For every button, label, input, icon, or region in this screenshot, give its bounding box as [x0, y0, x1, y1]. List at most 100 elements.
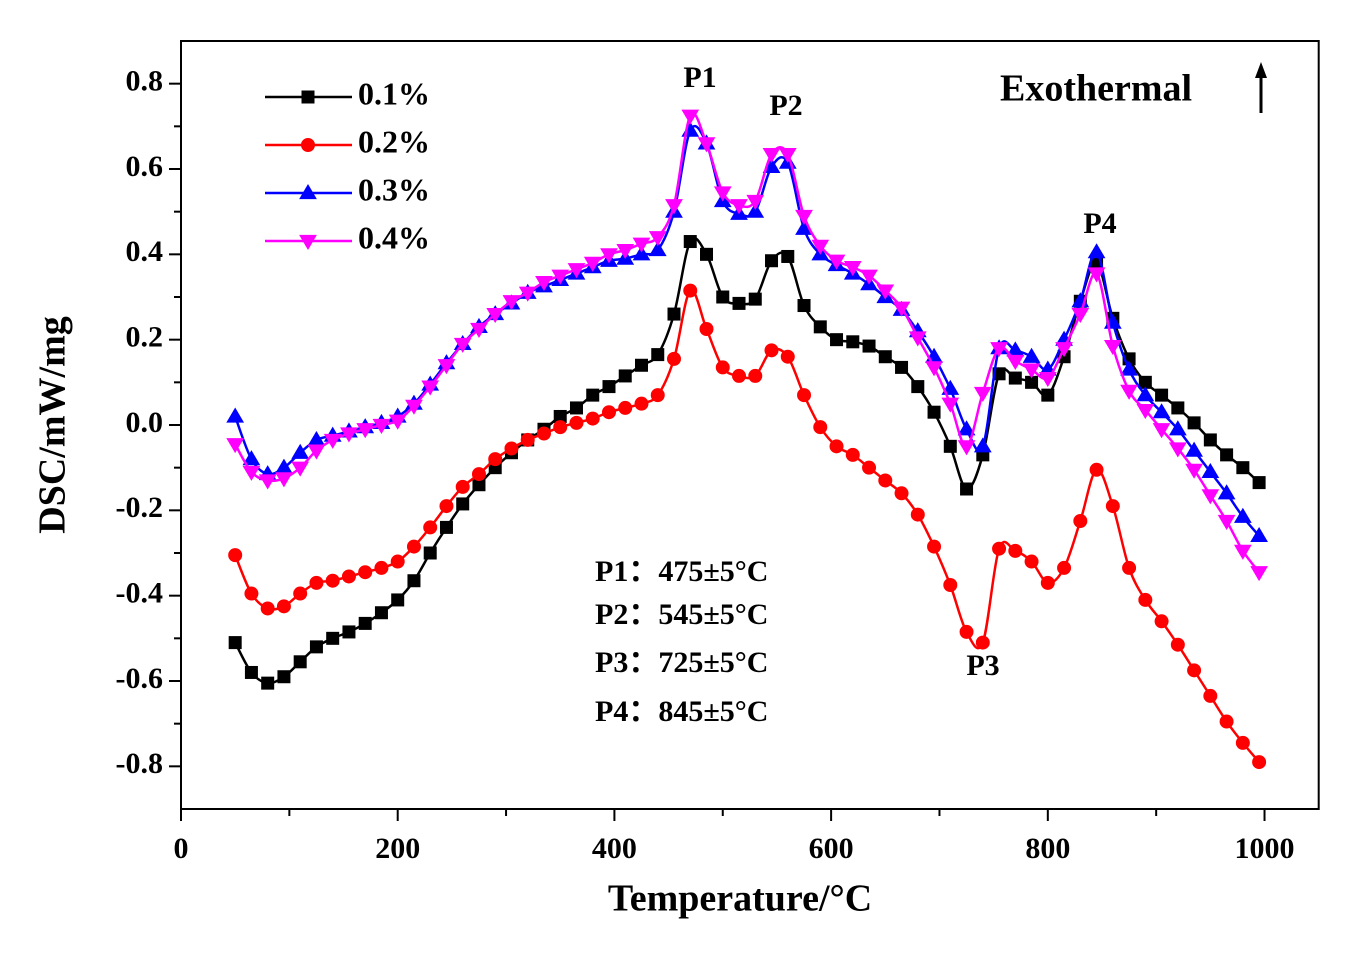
marker	[634, 396, 649, 411]
marker	[276, 599, 291, 614]
marker	[374, 560, 389, 575]
marker	[1055, 342, 1073, 358]
marker	[941, 379, 960, 395]
marker	[1152, 403, 1171, 419]
marker	[585, 411, 600, 426]
marker	[226, 438, 245, 454]
marker	[293, 586, 308, 601]
marker	[910, 507, 925, 522]
marker	[326, 631, 340, 645]
marker	[665, 199, 683, 215]
marker	[455, 479, 470, 494]
marker	[878, 350, 892, 364]
x-tick-label: 400	[592, 832, 637, 865]
marker	[228, 636, 242, 650]
marker	[748, 368, 763, 383]
marker	[1236, 461, 1250, 475]
marker	[325, 573, 340, 588]
marker	[1022, 347, 1041, 363]
marker	[583, 256, 602, 272]
y-tick-label: 0.8	[126, 65, 164, 98]
marker	[341, 569, 356, 584]
marker	[925, 361, 943, 377]
marker	[1138, 592, 1153, 607]
y-tick-label: -0.2	[116, 491, 164, 524]
annotation: P2：545±5°C	[595, 598, 768, 631]
marker	[634, 358, 648, 372]
marker	[811, 239, 830, 255]
marker	[423, 520, 438, 535]
marker	[1220, 448, 1234, 462]
marker	[391, 593, 405, 607]
marker	[1252, 755, 1267, 770]
marker	[1103, 339, 1122, 356]
marker	[439, 520, 453, 534]
marker	[700, 247, 714, 261]
series-line	[234, 289, 1261, 763]
marker	[957, 440, 976, 456]
marker	[488, 452, 503, 467]
marker	[1087, 243, 1106, 259]
marker	[406, 539, 421, 554]
marker	[795, 209, 813, 225]
marker	[1168, 420, 1187, 436]
marker	[975, 635, 990, 650]
marker	[1201, 462, 1220, 479]
marker	[502, 295, 521, 311]
marker	[586, 388, 600, 402]
marker	[797, 299, 811, 313]
marker	[261, 676, 275, 690]
marker	[683, 235, 697, 249]
marker	[943, 439, 957, 453]
marker	[340, 427, 358, 443]
marker	[778, 147, 797, 164]
legend-label: 0.4%	[358, 219, 430, 255]
marker	[1252, 476, 1266, 490]
marker	[1233, 507, 1252, 523]
marker	[356, 423, 375, 439]
marker	[862, 460, 877, 475]
marker	[470, 322, 488, 338]
marker	[1168, 442, 1187, 458]
y-tick-label: 0.0	[126, 406, 164, 439]
marker	[520, 432, 535, 447]
marker	[390, 554, 405, 569]
marker	[748, 292, 762, 306]
marker	[732, 368, 747, 383]
marker	[716, 290, 730, 304]
marker	[1136, 386, 1155, 402]
marker	[845, 447, 860, 462]
y-tick-label: -0.6	[116, 662, 164, 695]
annotation: P1	[683, 61, 716, 94]
marker	[1040, 575, 1055, 590]
marker	[1170, 637, 1185, 652]
marker	[797, 388, 812, 403]
marker	[242, 465, 261, 481]
plot-frame	[180, 40, 1320, 810]
marker	[551, 269, 570, 285]
marker	[618, 369, 632, 383]
marker	[1201, 489, 1220, 505]
marker	[667, 307, 681, 321]
marker	[1008, 543, 1023, 558]
marker	[943, 578, 958, 592]
marker	[1073, 514, 1088, 528]
marker	[1024, 554, 1039, 569]
marker	[1120, 384, 1138, 400]
marker	[277, 670, 291, 684]
marker	[829, 439, 844, 454]
marker	[941, 397, 960, 413]
marker	[1057, 560, 1072, 575]
x-axis-title: Temperature/°C	[608, 878, 872, 920]
marker	[569, 415, 584, 430]
marker	[894, 486, 909, 501]
marker	[846, 335, 860, 349]
series-line	[234, 112, 1261, 573]
marker	[301, 138, 315, 152]
annotation: P1：475±5°C	[595, 555, 768, 588]
marker	[911, 380, 925, 394]
marker	[1187, 416, 1201, 430]
marker	[895, 360, 909, 374]
marker	[567, 263, 586, 279]
